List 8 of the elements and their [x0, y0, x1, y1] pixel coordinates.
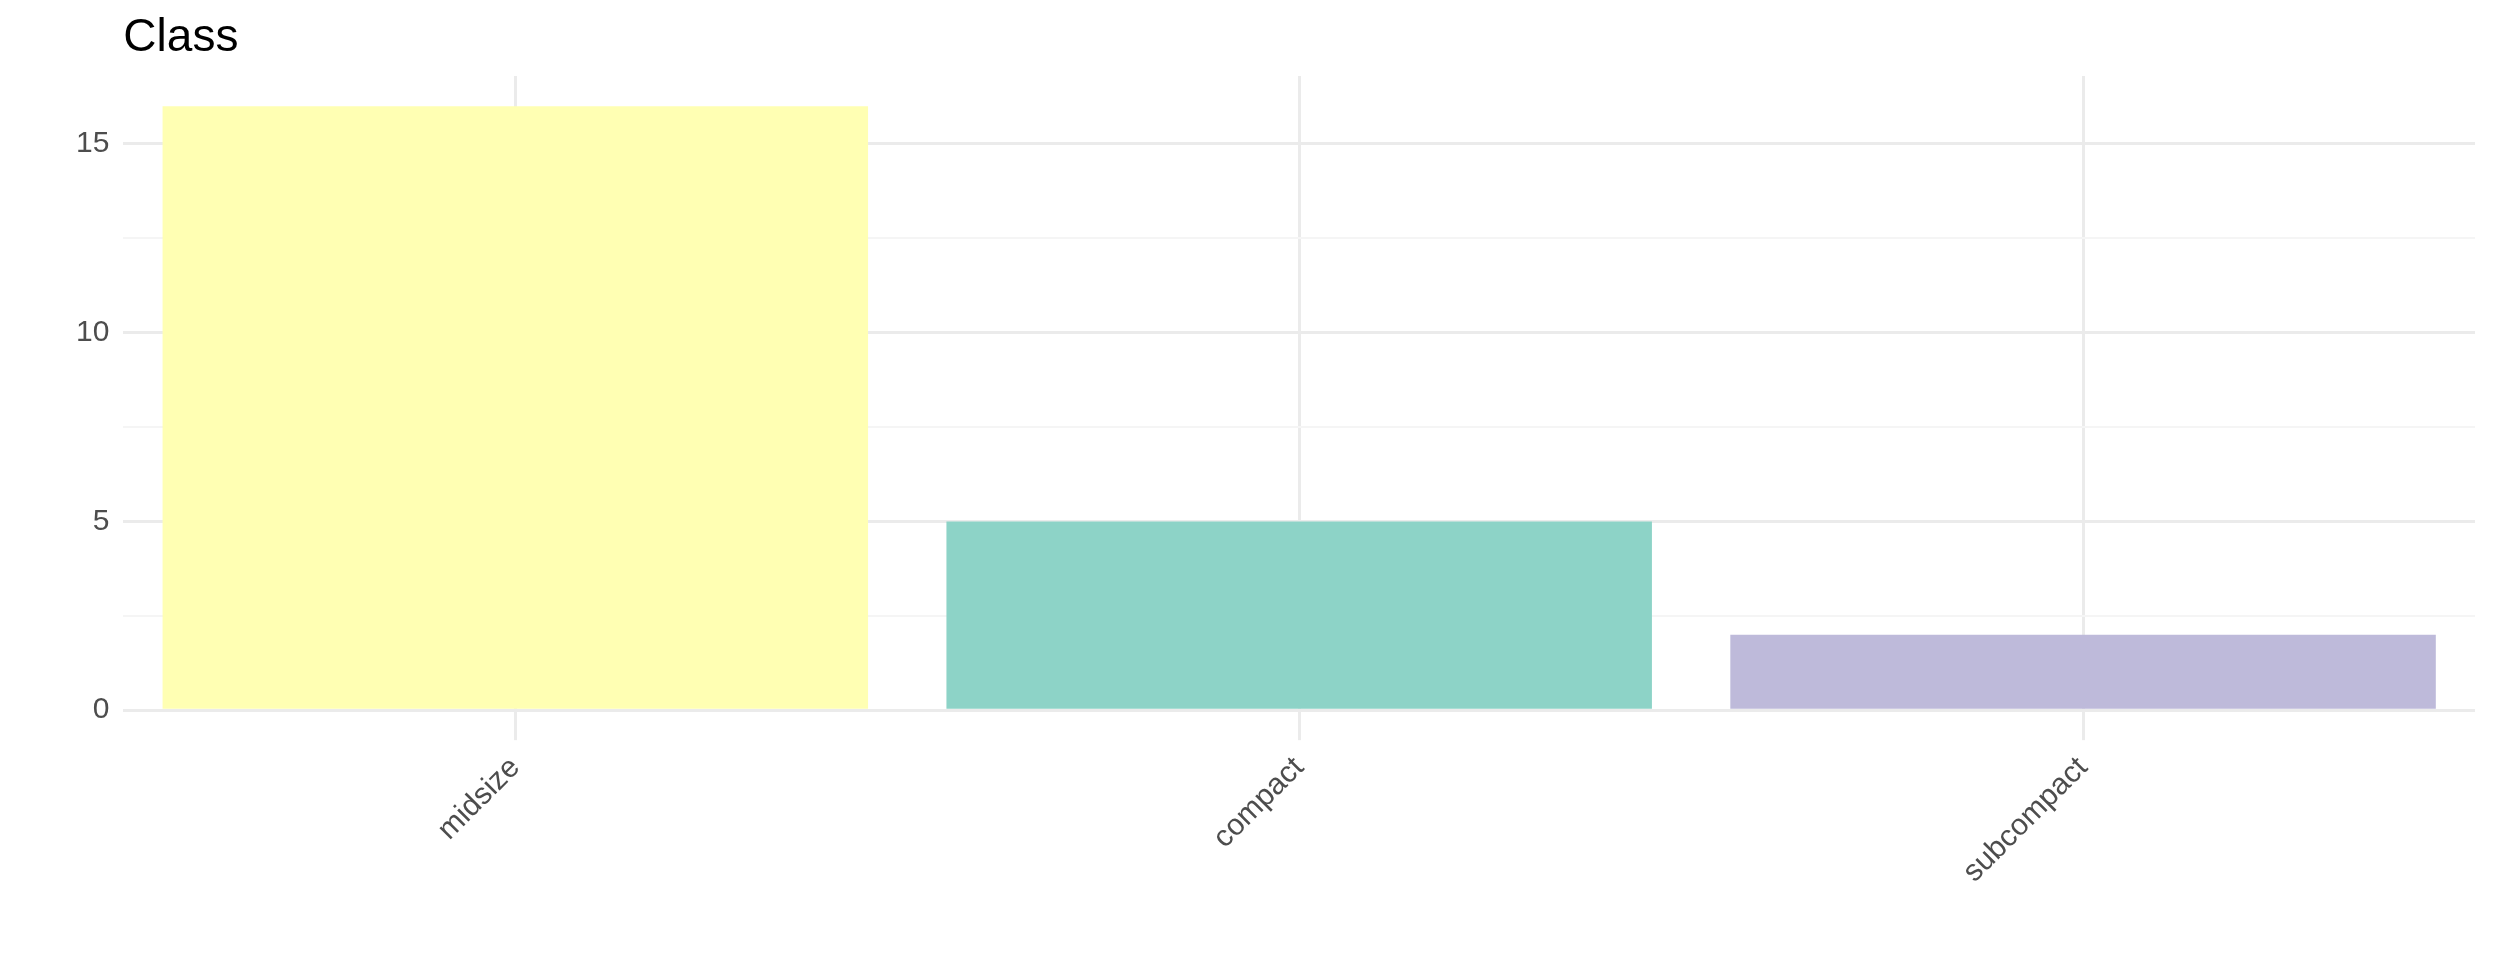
y-tick-label: 15 [75, 125, 110, 159]
chart-title: Class [123, 9, 239, 61]
y-tick-label: 5 [92, 502, 110, 536]
y-tick-label: 10 [75, 313, 110, 347]
bar [162, 106, 869, 709]
bar [1730, 634, 2436, 709]
bar [946, 521, 1652, 709]
y-tick-label: 0 [92, 691, 110, 725]
